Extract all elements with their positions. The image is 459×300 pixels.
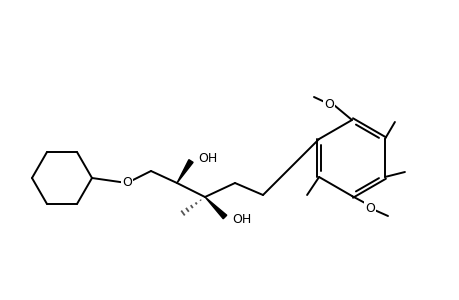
Text: O: O — [364, 202, 374, 214]
Text: OH: OH — [197, 152, 217, 166]
Text: O: O — [122, 176, 132, 190]
Text: OH: OH — [231, 214, 251, 226]
Text: O: O — [323, 98, 333, 110]
Polygon shape — [205, 197, 226, 219]
Polygon shape — [177, 160, 193, 183]
